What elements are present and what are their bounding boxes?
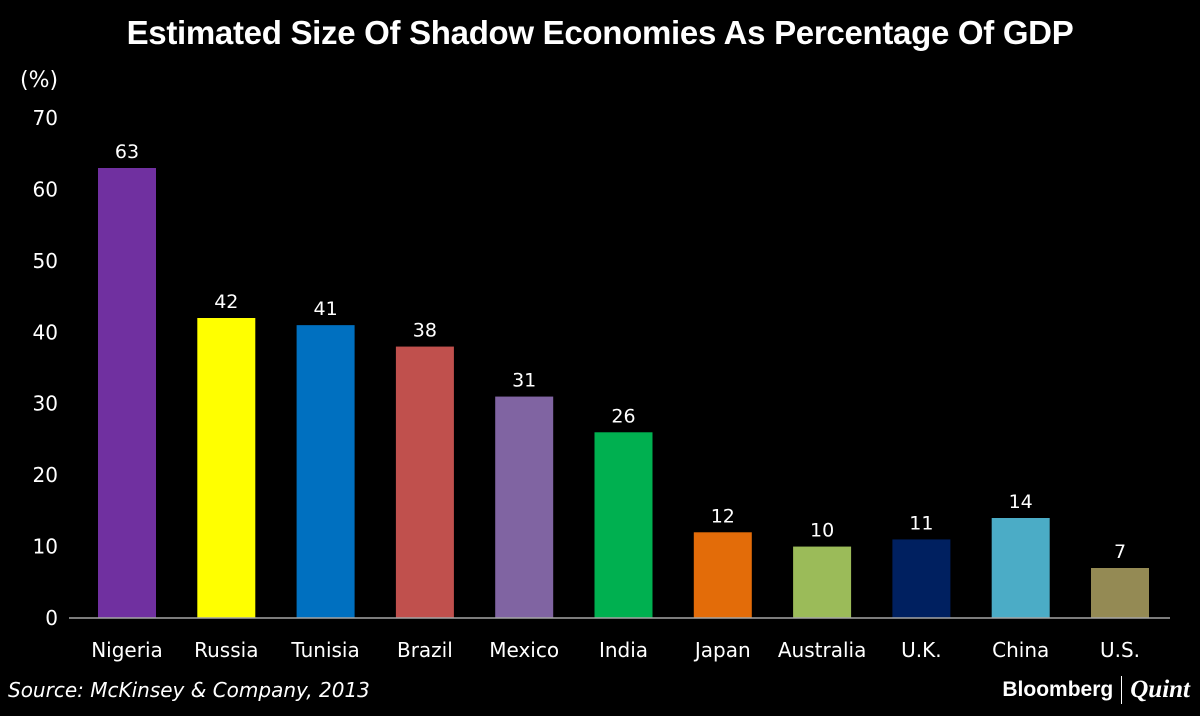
data-label: 63 [115,141,139,163]
bar-us [1091,568,1149,618]
y-tick-label: 30 [33,392,58,416]
data-label: 31 [512,370,536,392]
y-tick-label: 50 [33,249,58,273]
bar-tunisia [296,325,355,618]
x-tick-label: China [992,638,1049,662]
data-label: 10 [810,520,834,542]
data-label: 12 [711,505,735,527]
bar-uk [892,539,951,618]
y-tick-label: 70 [33,106,58,130]
y-tick-label: 20 [33,463,58,487]
y-tick-label: 10 [33,535,58,559]
data-label: 14 [1009,491,1033,513]
bar-brazil [395,346,454,618]
x-tick-label: U.K. [901,638,941,662]
bar-china [991,518,1050,618]
x-tick-label: India [599,638,648,662]
x-tick-label: Nigeria [91,638,163,662]
x-tick-label: Japan [693,638,751,662]
data-label: 11 [909,512,933,534]
x-tick-label: Australia [778,638,866,662]
y-axis-label: (%) [20,68,59,93]
data-label: 41 [314,298,338,320]
y-tick-label: 60 [33,177,58,201]
bar-india [594,432,653,618]
bar-nigeria [98,168,156,618]
logo-quint: Quint [1130,676,1190,703]
data-label: 7 [1114,541,1126,563]
x-tick-label: U.S. [1100,638,1140,662]
bar-japan [693,532,752,618]
bar-mexico [495,396,554,618]
x-tick-label: Brazil [397,638,453,662]
y-tick-label: 0 [45,606,58,630]
bar-russia [197,318,256,618]
data-label: 26 [611,405,635,427]
publisher-logo: Bloomberg Quint [1002,676,1190,704]
source-note: Source: McKinsey & Company, 2013 [8,678,370,702]
bar-australia [793,546,852,618]
x-tick-label: Tunisia [290,638,359,662]
data-label: 38 [413,320,437,342]
logo-bloomberg: Bloomberg [1002,678,1114,701]
x-tick-label: Mexico [489,638,559,662]
y-tick-label: 40 [33,320,58,344]
x-tick-label: Russia [194,638,258,662]
logo-divider [1121,676,1123,704]
chart-title: Estimated Size Of Shadow Economies As Pe… [126,14,1074,51]
data-label: 42 [214,291,238,313]
